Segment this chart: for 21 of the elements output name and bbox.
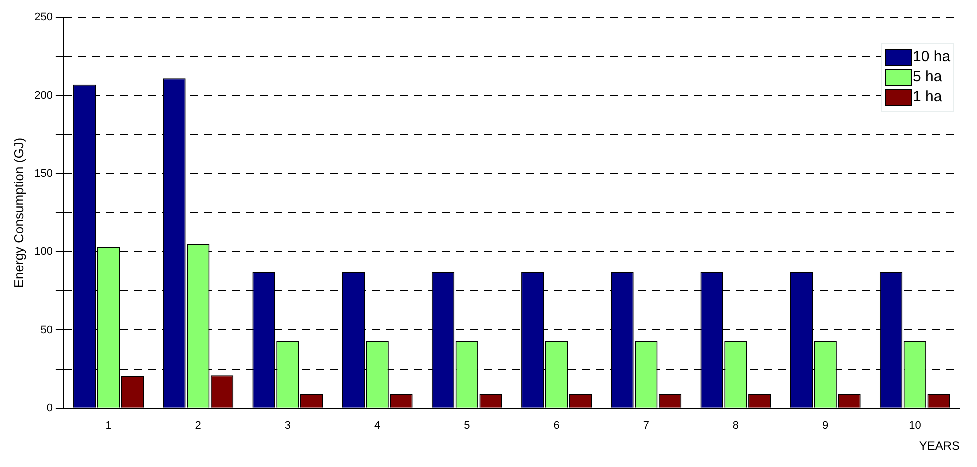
x-axis-title: YEARS	[919, 439, 960, 454]
y-tick-label: 50	[40, 324, 53, 336]
legend-label: 5 ha	[913, 68, 943, 86]
x-tick-label: 9	[822, 420, 829, 432]
x-tick-label: 6	[554, 420, 560, 432]
legend-label: 1 ha	[913, 88, 943, 106]
y-tick-label: 250	[34, 12, 53, 24]
x-tick-label: 3	[284, 420, 292, 432]
x-tick-label: 2	[195, 420, 202, 432]
legend-label: 10 ha	[913, 48, 952, 66]
y-tick-label: 200	[34, 90, 53, 102]
x-tick-label: 4	[374, 420, 381, 432]
x-tick-label: 7	[643, 420, 650, 432]
y-tick-label: 100	[34, 246, 53, 258]
x-tick-label: 10	[909, 420, 922, 432]
y-axis-title: Energy Consumption (GJ)	[11, 138, 26, 288]
y-tick-label: 150	[34, 168, 53, 180]
x-tick-label: 8	[732, 420, 740, 432]
x-tick-label: 5	[464, 420, 470, 432]
x-tick-label: 1	[106, 420, 112, 432]
y-tick-label: 0	[46, 402, 53, 414]
